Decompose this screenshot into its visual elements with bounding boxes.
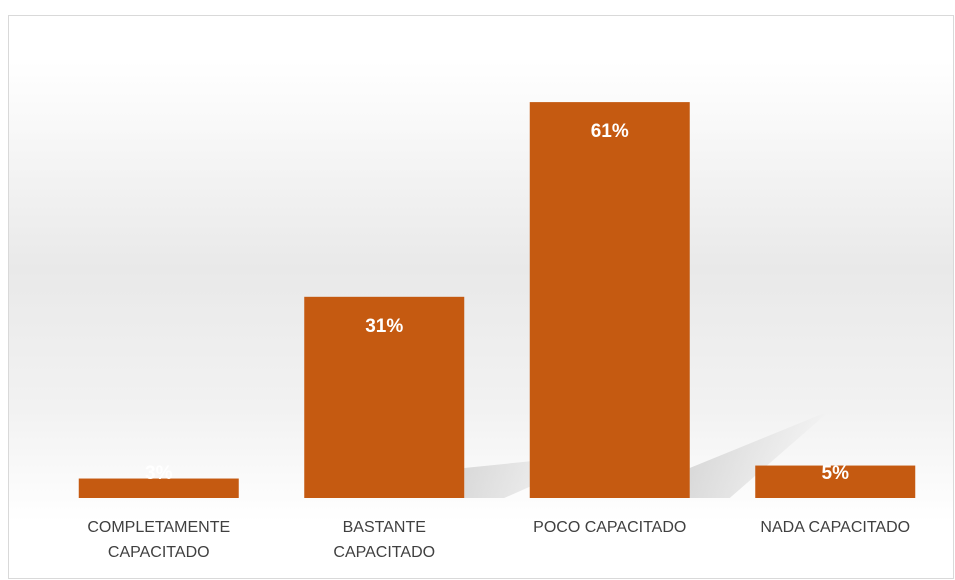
x-tick-label: NADA CAPACITADO: [760, 519, 911, 536]
bar-shadow: [689, 410, 830, 498]
bar: [755, 465, 916, 498]
bar: [304, 296, 465, 498]
data-label: 31%: [365, 316, 403, 337]
data-label: 61%: [591, 121, 629, 142]
bar: [529, 102, 690, 499]
bar: [78, 478, 239, 498]
data-label: 3%: [145, 463, 173, 484]
x-tick-label: POCO CAPACITADO: [533, 519, 687, 536]
x-tick-label: COMPLETAMENTE CAPACITADO: [87, 519, 231, 561]
x-tick-label: BASTANTE CAPACITADO: [333, 519, 436, 561]
data-label: 5%: [822, 463, 850, 484]
